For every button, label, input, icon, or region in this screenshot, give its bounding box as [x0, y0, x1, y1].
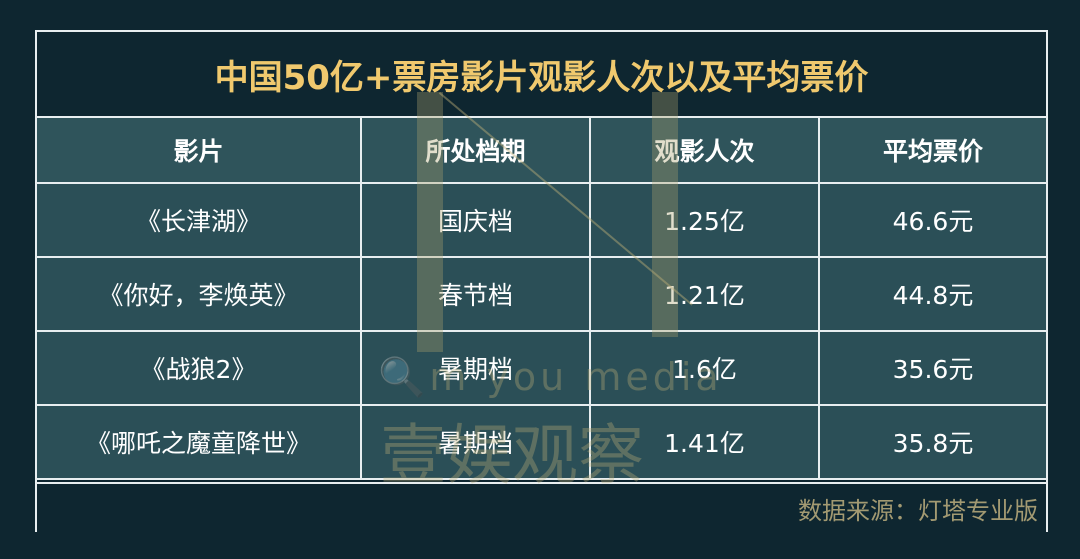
table-cell: 1.41亿: [589, 404, 820, 480]
table-cell: 《长津湖》: [37, 182, 362, 258]
table-row: 《哪吒之魔童降世》 暑期档 1.41亿 35.8元: [37, 404, 1046, 480]
table-cell: 35.6元: [818, 330, 1046, 406]
table-cell: 1.21亿: [589, 256, 820, 332]
watermark-logo-bar: [417, 92, 443, 352]
column-header: 影片: [37, 116, 362, 184]
page-title: 中国50亿+票房影片观影人次以及平均票价: [37, 32, 1046, 116]
column-header: 平均票价: [818, 116, 1046, 184]
source-note: 数据来源：灯塔专业版: [37, 482, 1046, 532]
data-table: 影片 所处档期 观影人次 平均票价 《长津湖》 国庆档 1.25亿 46.6元 《你好，…: [37, 116, 1046, 480]
source-text: 数据来源：灯塔专业版: [798, 496, 1038, 525]
column-header: 观影人次: [589, 116, 820, 184]
table-cell: 46.6元: [818, 182, 1046, 258]
table-cell: 35.8元: [818, 404, 1046, 480]
watermark-logo-bar: [652, 92, 678, 337]
table-cell: 春节档: [360, 256, 591, 332]
table-cell: 暑期档: [360, 404, 591, 480]
header-row: 影片 所处档期 观影人次 平均票价: [37, 116, 1046, 184]
column-header: 所处档期: [360, 116, 591, 184]
table-row: 《你好，李焕英》 春节档 1.21亿 44.8元: [37, 256, 1046, 332]
table-cell: 44.8元: [818, 256, 1046, 332]
table-cell: 暑期档: [360, 330, 591, 406]
table-cell: 《你好，李焕英》: [37, 256, 362, 332]
table-cell: 《战狼2》: [37, 330, 362, 406]
table-row: 《战狼2》 暑期档 1.6亿 35.6元: [37, 330, 1046, 406]
table-cell: 1.25亿: [589, 182, 820, 258]
table-frame: 中国50亿+票房影片观影人次以及平均票价 影片 所处档期 观影人次 平均票价 《…: [35, 30, 1048, 532]
table-cell: 《哪吒之魔童降世》: [37, 404, 362, 480]
table-cell: 1.6亿: [589, 330, 820, 406]
table-cell: 国庆档: [360, 182, 591, 258]
table-row: 《长津湖》 国庆档 1.25亿 46.6元: [37, 182, 1046, 258]
